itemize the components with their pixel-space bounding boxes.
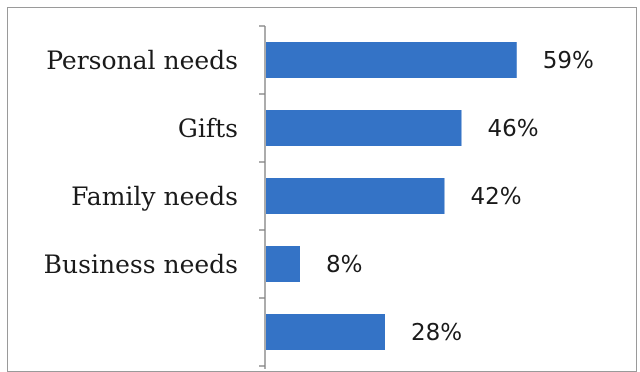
value-label: 42% [471,184,522,210]
bar [266,110,462,146]
category-label: Personal needs [46,46,238,75]
bars-group [266,42,517,350]
category-label: Gifts [178,114,238,143]
bar [266,178,445,214]
bar [266,246,300,282]
bar [266,314,385,350]
value-label: 8% [326,252,363,278]
bar [266,42,517,78]
value-label: 46% [488,116,539,142]
value-label: 28% [411,320,462,346]
labels-group: Personal needs 59% Gifts 46% Family needs 42%… [44,46,594,346]
category-label: Business needs [44,250,238,279]
value-label: 59% [543,48,594,74]
y-axis-group [259,25,266,369]
category-label: Family needs [71,182,238,211]
